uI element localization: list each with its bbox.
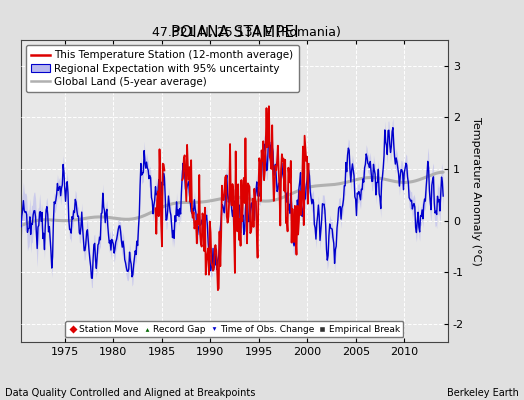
Y-axis label: Temperature Anomaly (°C): Temperature Anomaly (°C) xyxy=(471,117,481,265)
Text: Data Quality Controlled and Aligned at Breakpoints: Data Quality Controlled and Aligned at B… xyxy=(5,388,256,398)
Text: Berkeley Earth: Berkeley Earth xyxy=(447,388,519,398)
Legend: Station Move, Record Gap, Time of Obs. Change, Empirical Break: Station Move, Record Gap, Time of Obs. C… xyxy=(66,321,403,338)
Title: POIANA STAMPEI: POIANA STAMPEI xyxy=(171,25,298,40)
Text: 47.321 N, 25.134 E (Romania): 47.321 N, 25.134 E (Romania) xyxy=(152,26,341,39)
